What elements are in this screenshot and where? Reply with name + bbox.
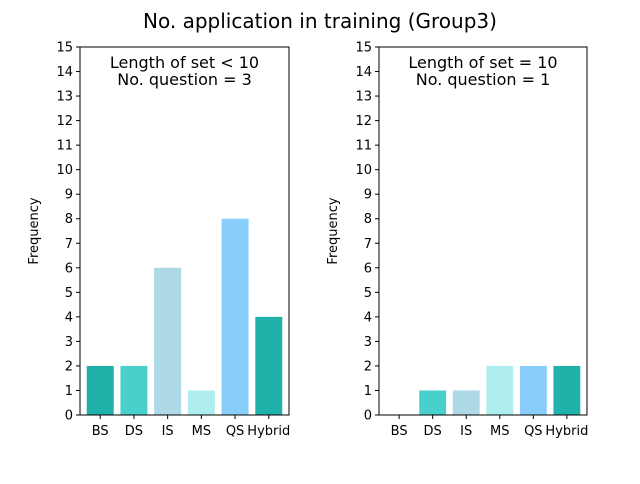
y-tick-label: 9	[65, 188, 73, 203]
x-tick-label: DS	[125, 424, 143, 439]
axes-frame	[79, 46, 290, 416]
y-axis-label: Frequency	[27, 197, 42, 264]
x-tick-label: QS	[524, 424, 542, 439]
y-tick-label: 0	[364, 409, 372, 424]
x-tick-label: DS	[424, 424, 442, 439]
y-tick-label: 6	[65, 261, 73, 276]
y-tick-label: 2	[65, 359, 73, 374]
y-tick-label: 12	[355, 114, 372, 129]
panel-annotation-line: Length of set < 10	[110, 53, 259, 72]
y-tick-label: 11	[355, 139, 372, 154]
x-tick-label: BS	[92, 424, 109, 439]
y-tick-label: 10	[56, 163, 73, 178]
y-tick-label: 10	[355, 163, 372, 178]
figure-title: No. application in training (Group3)	[143, 9, 497, 33]
x-tick-label: QS	[226, 424, 244, 439]
panel-annotation-line: No. question = 1	[416, 70, 551, 89]
y-tick-label: 1	[65, 384, 73, 399]
y-tick-label: 11	[56, 139, 73, 154]
y-tick-label: 3	[65, 335, 73, 350]
x-tick-label: IS	[460, 424, 472, 439]
panel-annotation-line: No. question = 3	[117, 70, 252, 89]
panel-annotation-line: Length of set = 10	[408, 53, 557, 72]
y-tick-label: 7	[364, 237, 372, 252]
bar-ms	[486, 365, 514, 415]
y-tick-label: 2	[364, 359, 372, 374]
y-tick-label: 0	[65, 409, 73, 424]
y-tick-label: 8	[65, 212, 73, 227]
bar-ds	[120, 365, 148, 415]
y-tick-label: 4	[65, 310, 73, 325]
x-tick-label: Hybrid	[545, 424, 588, 439]
y-tick-label: 9	[364, 188, 372, 203]
bar-bs	[86, 365, 114, 415]
y-tick-label: 3	[364, 335, 372, 350]
bar-qs	[519, 365, 547, 415]
y-tick-label: 6	[364, 261, 372, 276]
y-tick-label: 15	[56, 41, 73, 56]
y-tick-label: 14	[56, 65, 73, 80]
x-tick-label: Hybrid	[247, 424, 290, 439]
bar-is	[452, 390, 480, 415]
x-tick-label: IS	[162, 424, 174, 439]
x-tick-label: BS	[391, 424, 408, 439]
y-tick-label: 5	[65, 286, 73, 301]
bar-ms	[187, 390, 215, 415]
bar-ds	[419, 390, 447, 415]
x-tick-label: MS	[490, 424, 509, 439]
y-tick-label: 5	[364, 286, 372, 301]
y-tick-label: 12	[56, 114, 73, 129]
y-axis-label: Frequency	[326, 197, 341, 264]
y-tick-label: 15	[355, 41, 372, 56]
axes-frame	[378, 46, 588, 416]
y-tick-label: 4	[364, 310, 372, 325]
y-tick-label: 13	[56, 90, 73, 105]
bar-hybrid	[553, 365, 581, 415]
y-tick-label: 14	[355, 65, 372, 80]
bar-qs	[221, 218, 249, 415]
y-tick-label: 8	[364, 212, 372, 227]
y-tick-label: 1	[364, 384, 372, 399]
bar-is	[154, 267, 182, 415]
x-tick-label: MS	[192, 424, 211, 439]
y-tick-label: 7	[65, 237, 73, 252]
y-tick-label: 13	[355, 90, 372, 105]
bar-hybrid	[255, 316, 283, 415]
